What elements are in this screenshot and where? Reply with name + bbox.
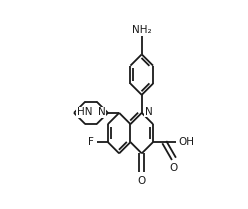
Text: O: O [170, 163, 178, 173]
Text: O: O [138, 176, 146, 186]
Text: OH: OH [179, 137, 194, 147]
Text: F: F [88, 137, 94, 147]
Text: N: N [98, 107, 105, 117]
Text: HN: HN [77, 107, 92, 117]
Text: NH₂: NH₂ [132, 25, 152, 35]
Text: N: N [145, 107, 153, 117]
